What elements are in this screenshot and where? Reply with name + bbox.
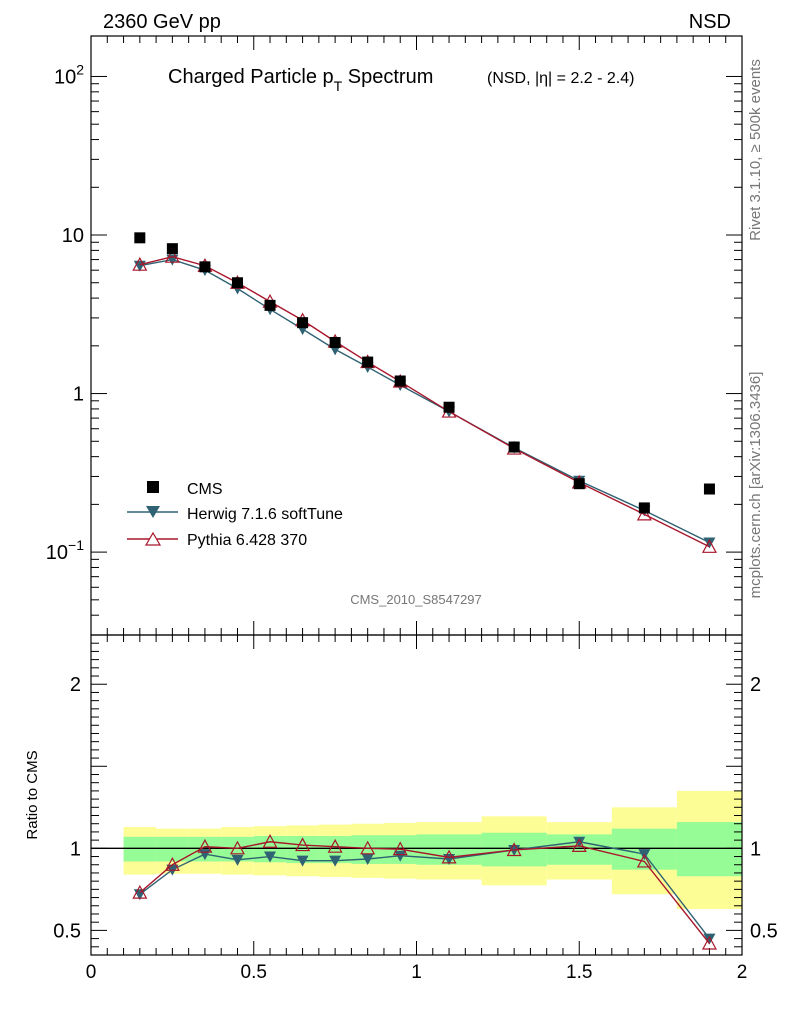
cms-point xyxy=(573,478,585,490)
x-tick-label: 1.5 xyxy=(566,962,592,983)
legend: CMS Herwig 7.1.6 softTune Pythia 6.428 3… xyxy=(127,481,343,549)
herwig-point xyxy=(703,537,716,549)
pythia-ratio-point xyxy=(441,849,457,864)
herwig-ratio-line xyxy=(139,841,711,940)
herwig-ratio-point xyxy=(231,854,244,866)
herwig-ratio-point xyxy=(573,836,586,848)
pythia-point xyxy=(164,248,180,263)
pythia-point xyxy=(701,539,717,553)
legend-marker-cms xyxy=(147,481,159,493)
pythia-ratio-point xyxy=(132,884,148,899)
watermark: CMS_2010_S8547297 xyxy=(350,592,482,607)
cms-point xyxy=(134,232,146,244)
main-title: Charged Particle pT Spectrum xyxy=(168,66,433,94)
process-label: NSD xyxy=(689,11,731,33)
pythia-ratio-point xyxy=(360,840,376,855)
y-tick-label-right: 1 xyxy=(750,838,761,860)
y-tick-label-right: 2 xyxy=(750,674,761,696)
pythia-ratio-point xyxy=(701,935,717,950)
herwig-ratio-point xyxy=(296,855,309,867)
main-title-paren: (NSD, |η| = 2.2 - 2.4) xyxy=(487,70,634,87)
mcplots-label: mcplots.cern.ch [arXiv:1306.3436] xyxy=(747,372,764,599)
y-tick-label: 1 xyxy=(70,838,81,860)
herwig-ratio-point xyxy=(361,854,374,865)
y-tick-label: 0.5 xyxy=(53,920,81,942)
legend-label-pythia: Pythia 6.428 370 xyxy=(187,532,307,549)
x-tick-label: 2 xyxy=(737,962,748,983)
pythia-line xyxy=(139,255,710,548)
legend-label-cms: CMS xyxy=(187,481,223,498)
cms-point xyxy=(199,261,211,273)
cms-point xyxy=(329,336,341,348)
legend-marker-pythia xyxy=(144,531,162,546)
herwig-ratio-point xyxy=(394,850,407,862)
cms-point xyxy=(443,401,455,413)
y-tick-label: 10−1 xyxy=(46,537,84,564)
legend-marker-herwig xyxy=(146,506,160,518)
herwig-ratio-point xyxy=(703,933,716,945)
y-tick-label: 2 xyxy=(70,674,81,696)
pythia-ratio-point xyxy=(392,841,408,856)
y-tick-label: 1 xyxy=(73,384,84,406)
herwig-ratio-point xyxy=(264,851,277,863)
cms-point xyxy=(231,277,243,289)
pythia-point xyxy=(636,506,652,521)
energy-label: 2360 GeV pp xyxy=(103,11,221,33)
x-tick-label: 1 xyxy=(411,962,422,983)
rivet-label: Rivet 3.1.10, ≥ 500k events xyxy=(747,59,764,241)
cms-point xyxy=(362,356,374,368)
cms-point xyxy=(638,502,650,514)
herwig-ratio-point xyxy=(329,855,342,867)
pythia-ratio-point xyxy=(164,856,180,871)
pythia-ratio-point xyxy=(571,838,587,852)
legend-label-herwig: Herwig 7.1.6 softTune xyxy=(187,506,343,523)
y-tick-label-right: 0.5 xyxy=(750,920,778,942)
pythia-ratio-point xyxy=(295,837,311,852)
pythia-point xyxy=(132,256,148,271)
uncertainty-band-green xyxy=(676,822,742,877)
cms-point xyxy=(508,441,520,453)
ratio-frame xyxy=(90,634,743,956)
ratio-ylabel: Ratio to CMS xyxy=(24,750,41,839)
x-tick-label: 0.5 xyxy=(241,962,267,983)
pythia-ratio-point xyxy=(636,853,652,868)
main-panel: Charged Particle pT Spectrum (NSD, |η| =… xyxy=(46,35,743,636)
ratio-panel: Ratio to CMS 0 0.5 1 1.5 20.5 0.51 12 2 xyxy=(24,634,778,983)
cms-point xyxy=(394,375,406,387)
herwig-line xyxy=(139,258,710,544)
cms-point xyxy=(264,299,276,311)
pythia-ratio-point xyxy=(506,842,522,857)
pythia-ratio-line xyxy=(139,841,710,944)
y-tick-label: 10 xyxy=(62,225,84,247)
y-tick-label: 102 xyxy=(54,61,84,88)
pythia-ratio-point xyxy=(229,840,245,855)
uncertainty-band-green xyxy=(123,836,157,862)
pythia-ratio-point xyxy=(262,834,278,848)
pythia-ratio-point xyxy=(327,838,343,853)
cms-point xyxy=(166,243,178,255)
cms-point xyxy=(703,483,715,495)
x-tick-label: 0 xyxy=(86,962,97,983)
pythia-ratio-point xyxy=(197,838,213,853)
cms-point xyxy=(297,317,309,329)
